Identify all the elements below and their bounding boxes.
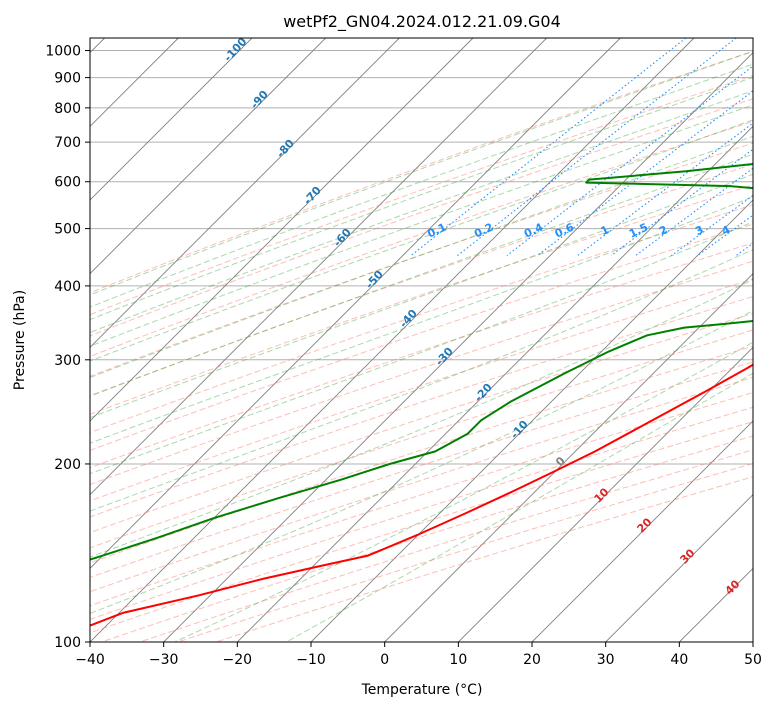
isotherm-line	[605, 494, 753, 642]
y-tick-label: 600	[54, 175, 81, 191]
x-tick-label: −20	[223, 652, 253, 668]
dry-adiabat-line	[90, 376, 753, 593]
isotherm-line	[90, 38, 474, 422]
dry-adiabat-line	[90, 50, 753, 294]
dry-adiabat-line	[90, 163, 753, 397]
chart-title: wetPf2_GN04.2024.012.21.09.G04	[283, 12, 561, 32]
y-tick-label: 900	[54, 71, 81, 87]
isotherm-line	[90, 38, 695, 642]
isotherm-line	[90, 38, 400, 348]
moist-adiabat-line	[90, 278, 753, 558]
mixing-ratio-line	[506, 65, 753, 257]
x-tick-label: 30	[597, 652, 615, 668]
y-tick-label: 800	[54, 101, 81, 117]
dry-adiabat-line	[90, 98, 753, 337]
x-tick-label: −30	[149, 652, 179, 668]
moist-adiabat-line	[90, 248, 753, 512]
y-tick-label: 1000	[45, 44, 81, 60]
moist-adiabat-line	[90, 119, 753, 362]
x-tick-label: 0	[380, 652, 389, 668]
mixing-ratio-line	[764, 38, 775, 256]
x-axis: −40 −30 −20 −10 0 10 20 30 40 50	[75, 642, 762, 668]
dewpoint-profile-line	[90, 162, 753, 561]
plot-background	[90, 38, 753, 642]
y-axis-label: Pressure (hPa)	[12, 290, 28, 390]
y-tick-label: 100	[54, 635, 81, 651]
moist-adiabat-line	[90, 63, 753, 308]
background-lines	[90, 38, 775, 642]
isotherm-line	[90, 38, 326, 275]
x-tick-label: 10	[449, 652, 467, 668]
x-tick-label: 20	[523, 652, 541, 668]
dry-adiabat-line	[90, 392, 753, 607]
mixing-ratio-line	[577, 122, 753, 257]
dry-adiabat-line	[90, 74, 753, 316]
moist-adiabat-line	[90, 310, 753, 614]
dry-adiabat-line	[90, 184, 753, 415]
temperature-profile-line	[90, 363, 753, 627]
moist-adiabat-line	[90, 90, 753, 334]
isotherm-line	[90, 38, 253, 201]
y-tick-label: 500	[54, 222, 81, 238]
moist-adiabat-line	[286, 372, 753, 642]
isotherm-line	[384, 273, 753, 642]
isotherm-line	[237, 125, 753, 642]
y-tick-label: 300	[54, 353, 81, 369]
dry-adiabat-line	[90, 329, 753, 549]
isotherm-line	[90, 38, 621, 569]
dry-adiabat-line	[90, 345, 753, 564]
y-axis: 1000 900 800 700 600 500 400 300 200 100	[45, 44, 90, 651]
moist-adiabat-line	[90, 153, 753, 397]
x-axis-label: Temperature (°C)	[361, 682, 483, 698]
y-tick-label: 200	[54, 457, 81, 473]
x-tick-label: −10	[296, 652, 326, 668]
dry-adiabat-line	[90, 204, 753, 434]
dry-adiabat-line	[90, 242, 753, 469]
moist-adiabat-line	[90, 76, 753, 321]
isotherm-line	[752, 641, 753, 642]
isotherm-line	[531, 420, 753, 642]
y-tick-label: 400	[54, 279, 81, 295]
x-tick-label: 40	[670, 652, 688, 668]
sounding-profiles	[90, 162, 753, 627]
y-tick-label: 700	[54, 135, 81, 151]
isotherm-line	[458, 346, 753, 642]
isotherm-line	[163, 52, 753, 642]
x-tick-label: −40	[75, 652, 105, 668]
isotherm-line	[90, 38, 547, 496]
dry-adiabat-line	[90, 295, 753, 518]
mixing-ratio-line	[635, 167, 753, 257]
moist-adiabat-line	[90, 50, 753, 296]
plot-frame	[89, 37, 754, 643]
dry-adiabat-line	[90, 278, 753, 502]
x-tick-label: 50	[744, 652, 762, 668]
mixing-ratio-line	[457, 38, 737, 257]
moist-adiabat-line	[90, 173, 753, 419]
